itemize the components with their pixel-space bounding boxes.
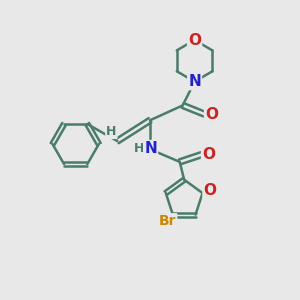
Text: O: O	[203, 183, 217, 198]
Text: O: O	[202, 147, 215, 162]
Text: Br: Br	[159, 214, 176, 228]
Text: O: O	[188, 32, 201, 47]
Text: N: N	[144, 141, 157, 156]
Text: O: O	[205, 107, 218, 122]
Text: H: H	[134, 142, 144, 155]
Text: N: N	[188, 74, 201, 89]
Text: H: H	[106, 125, 116, 138]
